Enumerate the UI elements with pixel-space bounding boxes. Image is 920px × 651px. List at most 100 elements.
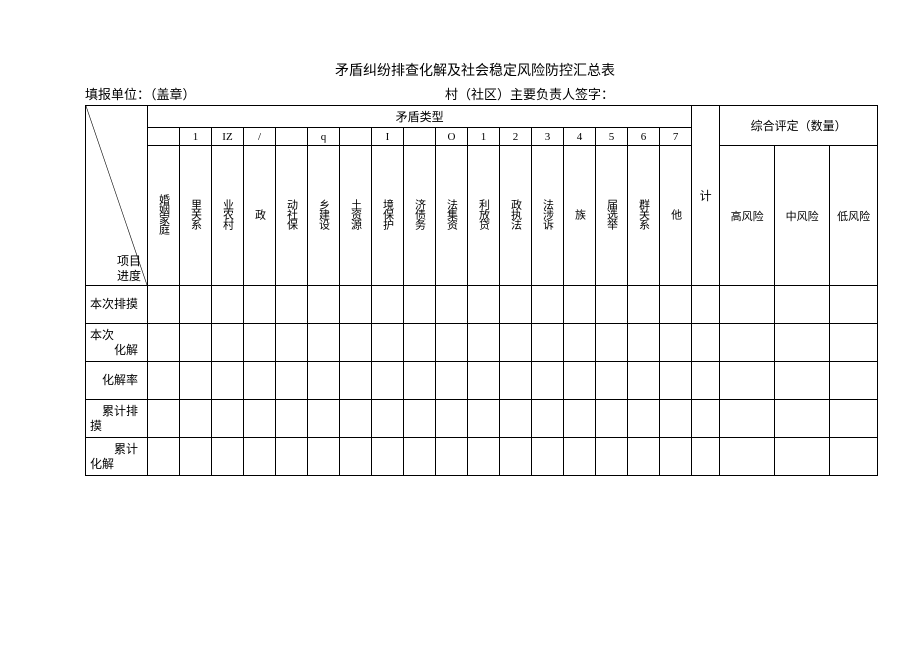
data-cell [436,286,468,324]
data-cell [660,362,692,400]
data-cell [720,438,775,476]
col-num: 2 [500,128,532,146]
data-cell [692,286,720,324]
category-header: 届选举 [596,146,628,286]
data-cell [564,400,596,438]
data-cell [775,324,830,362]
row-label: 本次排摸 [86,286,148,324]
data-cell [244,324,276,362]
data-cell [532,324,564,362]
category-header: 动社保 [276,146,308,286]
page-title: 矛盾纠纷排查化解及社会稳定风险防控汇总表 [85,60,865,80]
data-cell [340,324,372,362]
data-cell [436,324,468,362]
row-label: 累计化解 [86,438,148,476]
data-cell [404,438,436,476]
row-label: 化解率 [86,362,148,400]
data-cell [564,324,596,362]
project-header-cell: 项目 进度 [86,106,148,286]
col-num [148,128,180,146]
data-cell [775,286,830,324]
data-cell [212,400,244,438]
col-num: 7 [660,128,692,146]
data-cell [500,362,532,400]
data-cell [532,362,564,400]
category-header: 政 [244,146,276,286]
data-cell [276,324,308,362]
data-cell [372,438,404,476]
data-cell [775,438,830,476]
data-cell [692,438,720,476]
col-num: 6 [628,128,660,146]
category-header: 土资源 [340,146,372,286]
rating-header: 综合评定（数量） [720,106,878,146]
data-cell [372,324,404,362]
summary-table: 项目 进度 矛盾类型 计 综合评定（数量） 1 IZ / q I O 1 2 3… [85,105,878,476]
data-cell [564,286,596,324]
data-cell [180,286,212,324]
category-header: 乡建设 [308,146,340,286]
data-cell [830,400,878,438]
category-header: 境保护 [372,146,404,286]
category-header: 里关系 [180,146,212,286]
signature-label: 村（社区）主要负责人签字： [335,84,865,103]
data-cell [404,362,436,400]
data-cell [308,400,340,438]
data-cell [468,438,500,476]
data-cell [596,362,628,400]
category-header: 政执法 [500,146,532,286]
category-header: 族 [564,146,596,286]
row-label: 累计排摸 [86,400,148,438]
form-header: 填报单位：（盖章） 村（社区）主要负责人签字： [85,84,865,103]
data-cell [468,286,500,324]
progress-label: 进度 [117,269,141,283]
category-header: 法集资 [436,146,468,286]
data-cell [404,324,436,362]
data-cell [660,400,692,438]
col-num: IZ [212,128,244,146]
data-cell [340,438,372,476]
data-cell [436,362,468,400]
col-num: I [372,128,404,146]
data-cell [830,438,878,476]
data-cell [720,324,775,362]
data-cell [212,362,244,400]
category-header: 济债务 [404,146,436,286]
data-cell [500,324,532,362]
data-cell [775,400,830,438]
data-cell [276,362,308,400]
rating-col-header: 高风险 [720,146,775,286]
data-cell [596,286,628,324]
data-cell [532,438,564,476]
col-num: 1 [180,128,212,146]
data-cell [340,400,372,438]
data-cell [180,362,212,400]
data-cell [660,324,692,362]
data-cell [628,362,660,400]
data-cell [148,362,180,400]
data-cell [308,286,340,324]
data-cell [468,400,500,438]
contradiction-type-header: 矛盾类型 [148,106,692,128]
data-cell [500,286,532,324]
data-cell [276,286,308,324]
data-cell [180,400,212,438]
data-cell [564,438,596,476]
data-cell [596,324,628,362]
category-header: 他 [660,146,692,286]
data-cell [830,324,878,362]
data-cell [660,286,692,324]
data-cell [148,400,180,438]
data-cell [340,362,372,400]
data-cell [340,286,372,324]
data-cell [596,438,628,476]
data-cell [500,438,532,476]
rating-col-header: 中风险 [775,146,830,286]
report-unit-label: 填报单位：（盖章） [85,84,335,103]
data-cell [212,438,244,476]
table-row: 化解率 [86,362,878,400]
data-cell [720,362,775,400]
data-cell [212,286,244,324]
col-num [340,128,372,146]
data-cell [244,400,276,438]
